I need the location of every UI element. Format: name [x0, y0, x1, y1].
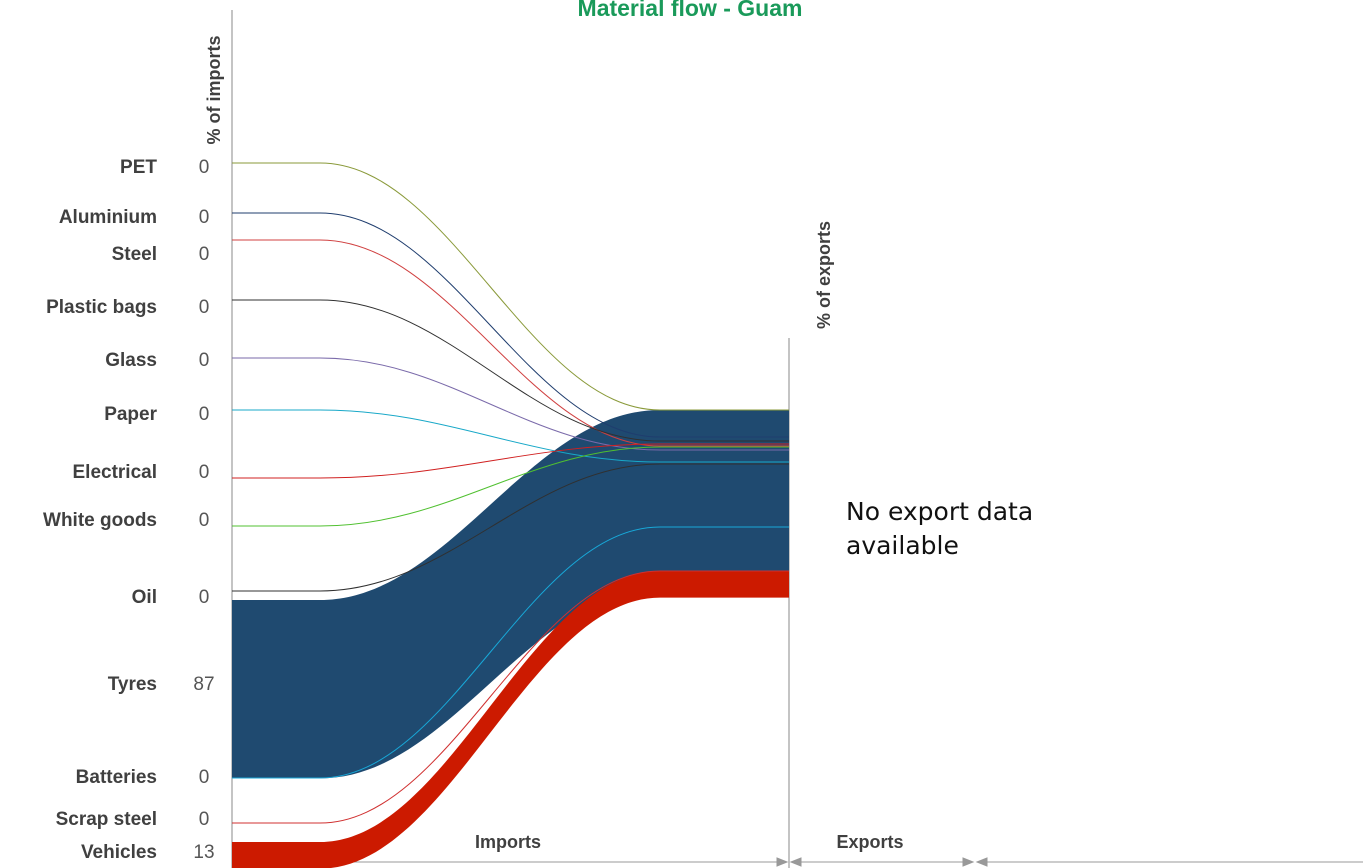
value-label: 0 — [199, 157, 210, 178]
category-label: White goods — [43, 510, 157, 531]
imports-label: Imports — [475, 832, 541, 852]
flow — [232, 357, 789, 451]
chart-title: Material flow - Guam — [578, 0, 803, 21]
flow — [232, 239, 789, 447]
flow — [232, 443, 789, 479]
value-label: 0 — [199, 587, 210, 608]
value-label: 0 — [199, 350, 210, 371]
category-label: PET — [120, 157, 157, 178]
value-label: 0 — [199, 297, 210, 318]
right-axis-label: % of exports — [814, 221, 834, 329]
value-label: 87 — [193, 674, 214, 695]
value-label: 0 — [199, 809, 210, 830]
value-label: 13 — [193, 842, 214, 863]
flow — [232, 570, 789, 824]
category-label: Steel — [112, 244, 157, 265]
flow — [232, 409, 789, 463]
value-label: 0 — [199, 207, 210, 228]
flow — [232, 162, 789, 411]
category-label: Electrical — [73, 462, 158, 483]
category-label: Paper — [104, 404, 157, 425]
exports-label: Exports — [836, 832, 903, 852]
left-axis-label: % of imports — [204, 35, 224, 144]
flow — [232, 446, 789, 527]
note: No export data available — [846, 497, 1034, 560]
value-label: 0 — [199, 462, 210, 483]
section-arrows — [234, 857, 1363, 867]
value-label: 0 — [199, 767, 210, 788]
category-label: Plastic bags — [46, 297, 157, 318]
category-label: Glass — [105, 350, 157, 371]
category-label: Oil — [132, 587, 157, 608]
flow — [232, 463, 789, 592]
flow — [232, 526, 789, 779]
flow — [232, 299, 789, 442]
category-label: Batteries — [76, 767, 157, 788]
value-label: 0 — [199, 244, 210, 265]
category-label: Tyres — [108, 674, 157, 695]
flow — [232, 212, 789, 438]
flow — [232, 410, 789, 779]
note-box: No export data available — [846, 497, 1034, 560]
category-label: Aluminium — [59, 207, 157, 228]
value-label: 0 — [199, 510, 210, 531]
value-label: 0 — [199, 404, 210, 425]
category-label: Vehicles — [81, 842, 157, 863]
category-label: Scrap steel — [56, 809, 157, 830]
